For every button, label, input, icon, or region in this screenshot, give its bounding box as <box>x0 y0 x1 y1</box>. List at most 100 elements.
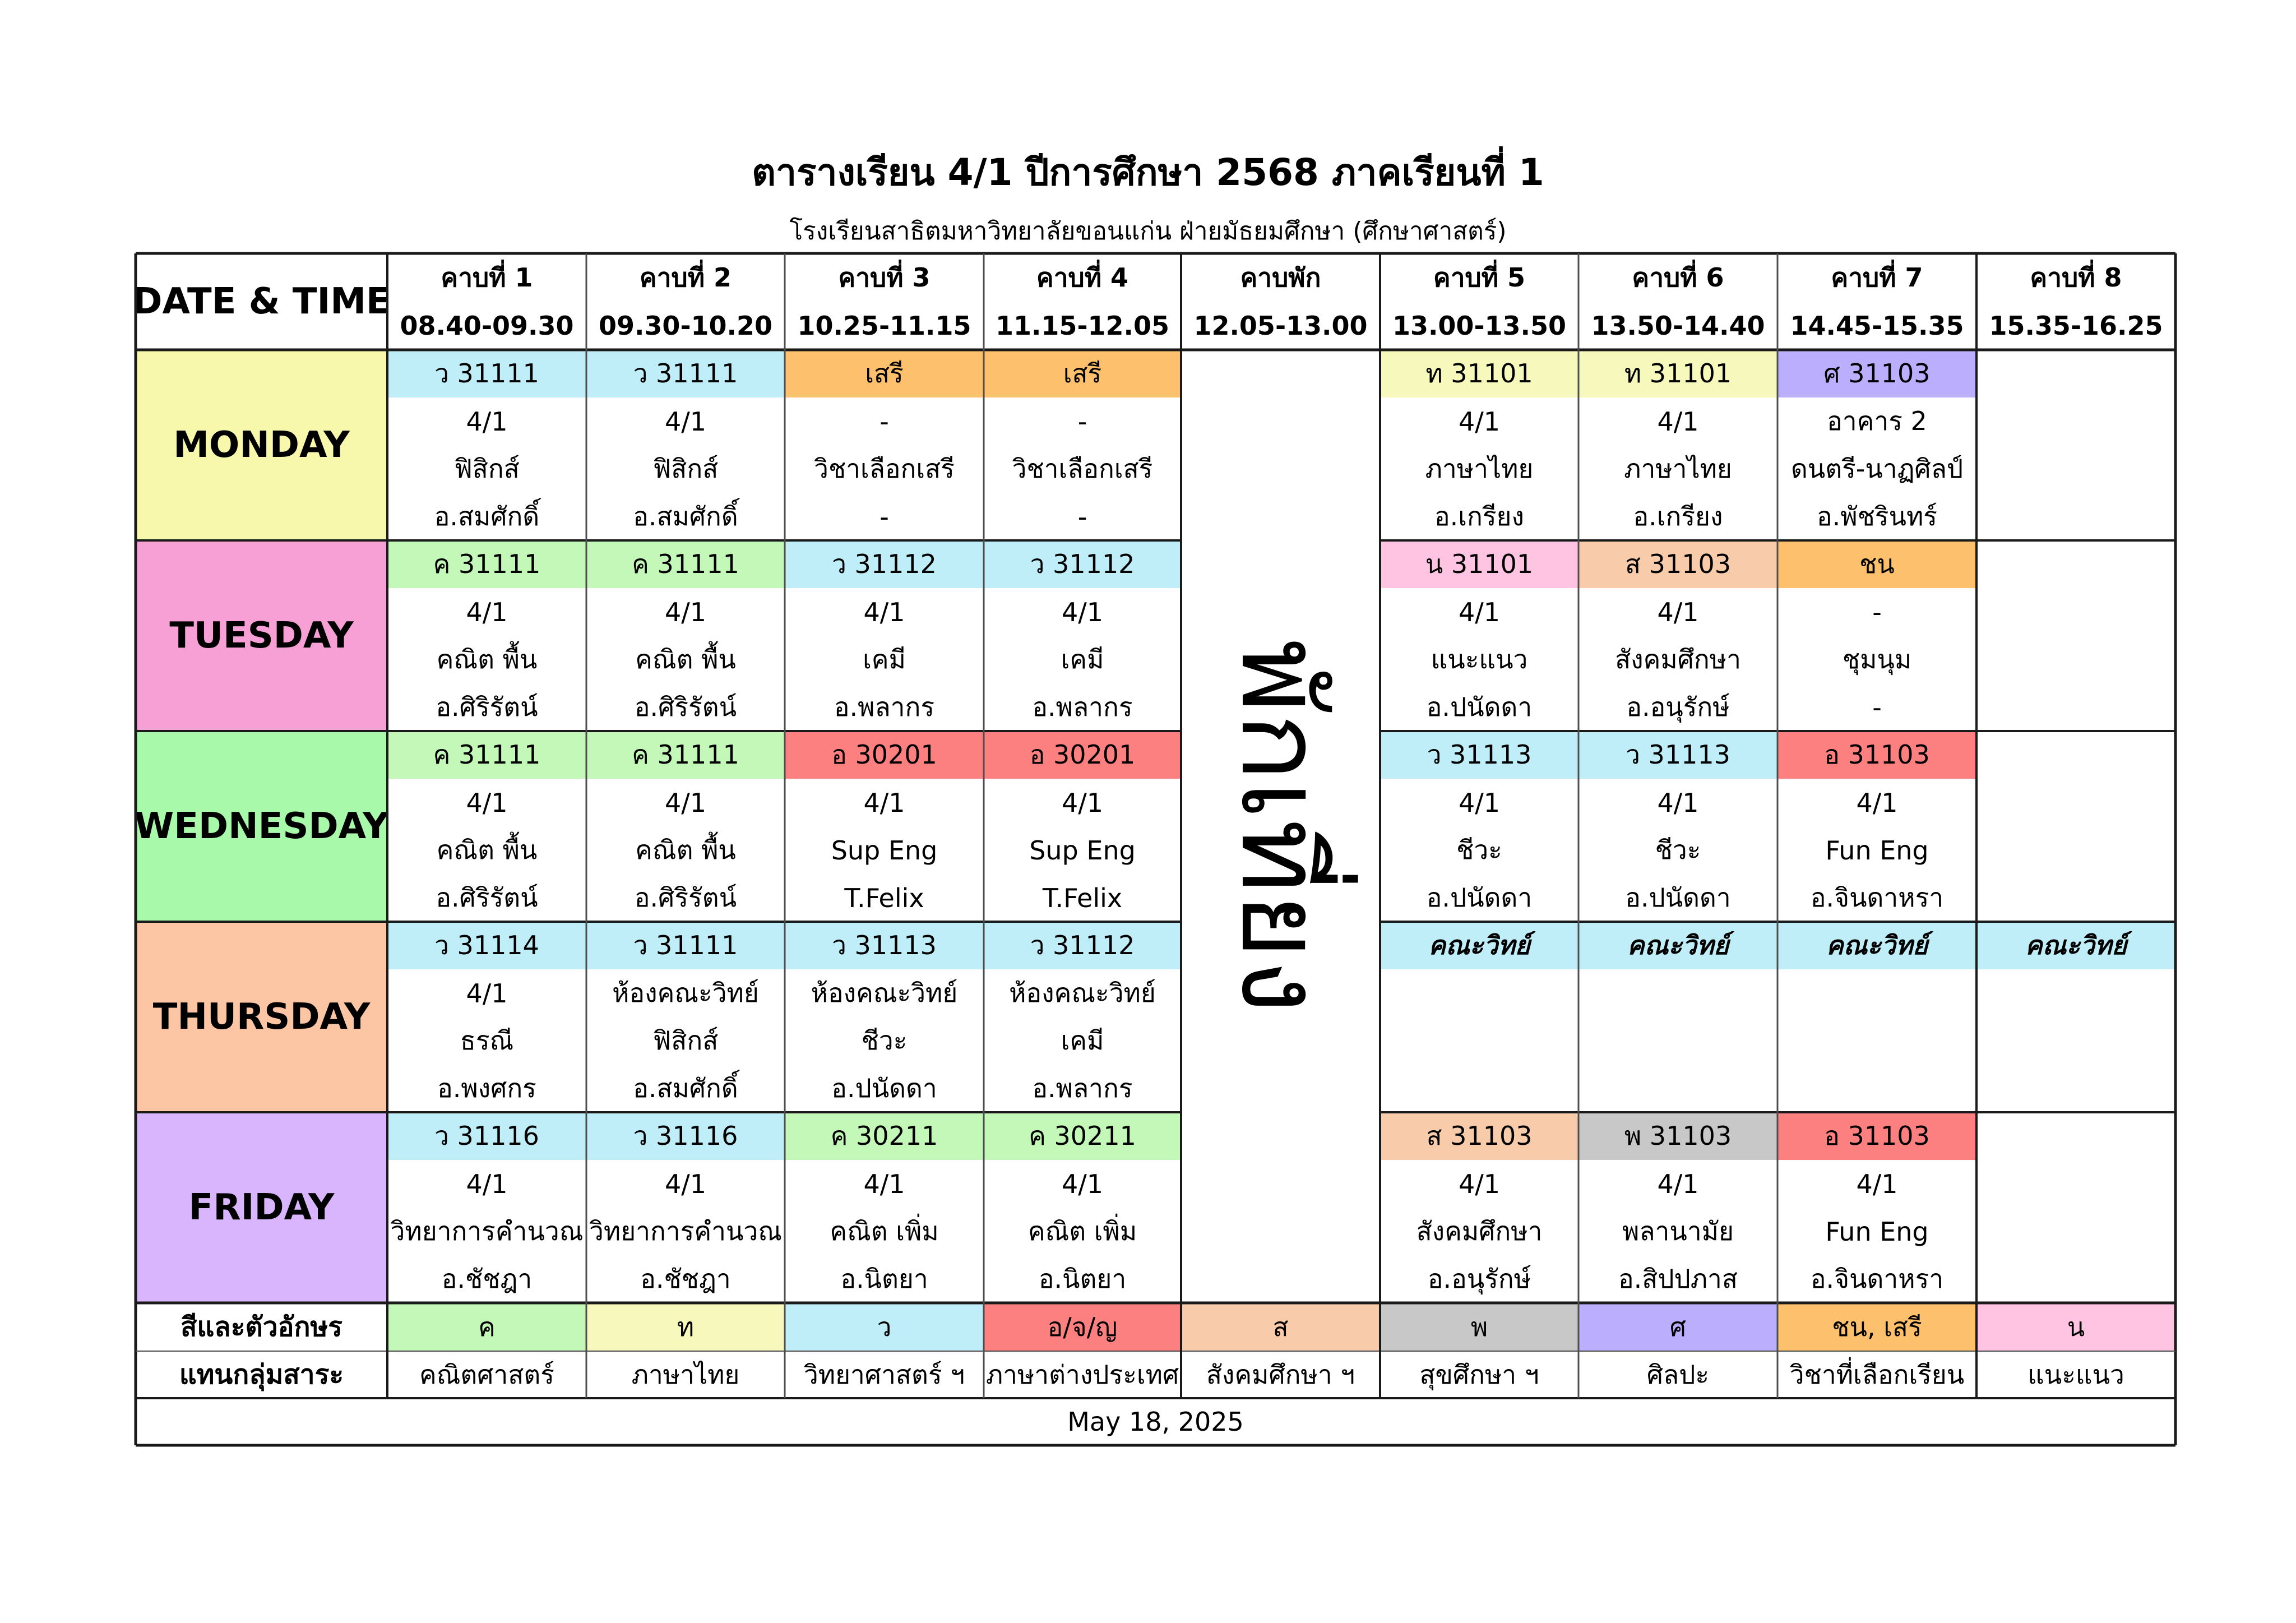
subject-detail: อ.ศิริรัตน์ <box>634 692 737 722</box>
subject-detail: - <box>879 406 889 437</box>
footer-date: May 18, 2025 <box>1067 1407 1244 1437</box>
legend-subject: วิชาที่เลือกเรียน <box>1789 1359 1965 1390</box>
subject-code <box>1976 540 2175 588</box>
subject-detail: อ.ปนัดดา <box>1426 692 1533 722</box>
period-label: คาบพัก <box>1240 262 1321 293</box>
subject-detail: - <box>1077 406 1087 437</box>
subject-code: ค 30211 <box>785 1112 984 1160</box>
subject-detail: เคมี <box>863 644 906 674</box>
subject-detail <box>1777 1065 1976 1112</box>
subject-code: ว 31112 <box>785 540 984 588</box>
subject-detail: คณิต พื้น <box>436 835 538 865</box>
subject-detail: อ.พลากร <box>1032 1073 1133 1103</box>
subject-detail <box>1976 397 2175 445</box>
subject-detail: ฟิสิกส์ <box>652 454 719 484</box>
subject-code: ว 31112 <box>984 922 1181 969</box>
subject-detail: Fun Eng <box>1825 835 1929 866</box>
subject-code <box>1976 731 2175 779</box>
period-time: 08.40-09.30 <box>400 311 574 341</box>
subject-detail: อ.ศิริรัตน์ <box>436 882 538 913</box>
period-label: คาบที่ 4 <box>1036 262 1129 293</box>
subject-detail: พลานามัย <box>1622 1216 1734 1246</box>
subject-detail <box>1976 636 2175 683</box>
legend-subject: คณิตศาสตร์ <box>419 1359 554 1390</box>
subject-detail: อ.สมศักดิ์ <box>633 501 738 531</box>
subject-detail <box>1976 874 2175 922</box>
subject-detail: 4/1 <box>664 597 707 627</box>
day-label: MONDAY <box>136 350 387 540</box>
subject-code: อ 31103 <box>1777 1112 1976 1160</box>
subject-detail <box>1380 1065 1578 1112</box>
subject-detail: 4/1 <box>466 1168 508 1199</box>
subject-detail: วิทยาการคำนวณ <box>390 1216 584 1246</box>
period-label: คาบที่ 1 <box>441 262 533 293</box>
subject-detail: 4/1 <box>1061 597 1104 627</box>
legend-code: ศ <box>1578 1303 1777 1351</box>
day-label: FRIDAY <box>136 1112 387 1303</box>
period-time: 11.15-12.05 <box>995 311 1170 341</box>
subject-code: ศ 31103 <box>1777 350 1976 397</box>
subject-detail: 4/1 <box>466 406 508 437</box>
subject-detail <box>1976 493 2175 540</box>
subject-detail: คณิต เพิ่ม <box>1027 1216 1137 1246</box>
legend-subject: วิทยาศาสตร์ ฯ <box>803 1359 965 1390</box>
subject-detail: 4/1 <box>1061 787 1104 818</box>
subject-detail: อ.จินดาหรา <box>1810 882 1944 913</box>
subject-detail: อ.เกรียง <box>1434 501 1524 531</box>
subject-detail: อ.จินดาหรา <box>1810 1264 1944 1294</box>
subject-detail <box>1976 969 2175 1017</box>
legend-subject: ศิลปะ <box>1646 1359 1710 1390</box>
subject-detail: อ.ศิริรัตน์ <box>436 692 538 722</box>
subject-detail: ฟิสิกส์ <box>454 454 520 484</box>
subject-detail: อ.สมศักดิ์ <box>633 1073 738 1103</box>
subject-code: ว 31113 <box>1578 731 1777 779</box>
subject-code: ว 31113 <box>785 922 984 969</box>
subject-detail: ฟิสิกส์ <box>652 1025 719 1056</box>
subject-detail: 4/1 <box>1856 1168 1898 1199</box>
subject-detail: ชุมนุม <box>1842 644 1912 674</box>
subject-detail <box>1578 1017 1777 1065</box>
subject-detail <box>1976 445 2175 493</box>
subject-code: ว 31116 <box>586 1112 785 1160</box>
subject-detail: อ.ชัชฎา <box>640 1264 731 1294</box>
subject-detail: อ.พลากร <box>1032 692 1133 722</box>
subject-detail: 4/1 <box>664 406 707 437</box>
day-label: TUESDAY <box>136 540 387 731</box>
subject-detail: สังคมศึกษา <box>1615 644 1741 674</box>
subject-detail <box>1976 1255 2175 1303</box>
legend-code: ชน, เสรี <box>1777 1303 1976 1351</box>
lunch-break-cell: พักเที่ยง <box>1181 350 1380 1303</box>
subject-code: ว 31111 <box>586 350 785 397</box>
subject-detail: เคมี <box>1061 644 1104 674</box>
legend-heading: แทนกลุ่มสาระ <box>179 1359 344 1390</box>
subject-detail: ห้องคณะวิทย์ <box>1009 978 1156 1008</box>
subject-detail: 4/1 <box>1657 787 1699 818</box>
subject-detail: คณิต พื้น <box>635 644 736 674</box>
subject-detail: ภาษาไทย <box>1624 454 1732 484</box>
day-label: THURSDAY <box>136 922 387 1112</box>
subject-detail: อ.นิตยา <box>1038 1264 1127 1294</box>
subject-detail: 4/1 <box>664 1168 707 1199</box>
legend-subject: ภาษาต่างประเทศ <box>985 1359 1179 1390</box>
subject-code: คณะวิทย์ <box>1578 922 1777 969</box>
subject-detail: เคมี <box>1061 1025 1104 1056</box>
subject-code: ว 31113 <box>1380 731 1578 779</box>
period-time: 13.50-14.40 <box>1591 311 1765 341</box>
subject-code <box>1976 350 2175 397</box>
subject-detail <box>1578 1065 1777 1112</box>
subject-detail <box>1578 969 1777 1017</box>
period-label: คาบที่ 5 <box>1433 262 1526 293</box>
subject-code: ค 31111 <box>387 540 586 588</box>
subject-code: ว 31112 <box>984 540 1181 588</box>
subject-detail: ห้องคณะวิทย์ <box>811 978 958 1008</box>
subject-detail <box>1777 969 1976 1017</box>
subject-detail: 4/1 <box>1458 597 1501 627</box>
subject-detail: 4/1 <box>863 787 905 818</box>
subject-detail: ชีวะ <box>1655 835 1701 865</box>
subject-detail: T.Felix <box>1042 882 1123 913</box>
subject-code: ท 31101 <box>1578 350 1777 397</box>
legend-subject: แนะแนว <box>2027 1359 2124 1390</box>
subject-code: ว 31114 <box>387 922 586 969</box>
subject-detail: อาคาร 2 <box>1827 406 1927 436</box>
subject-detail: อ.ชัชฎา <box>441 1264 533 1294</box>
